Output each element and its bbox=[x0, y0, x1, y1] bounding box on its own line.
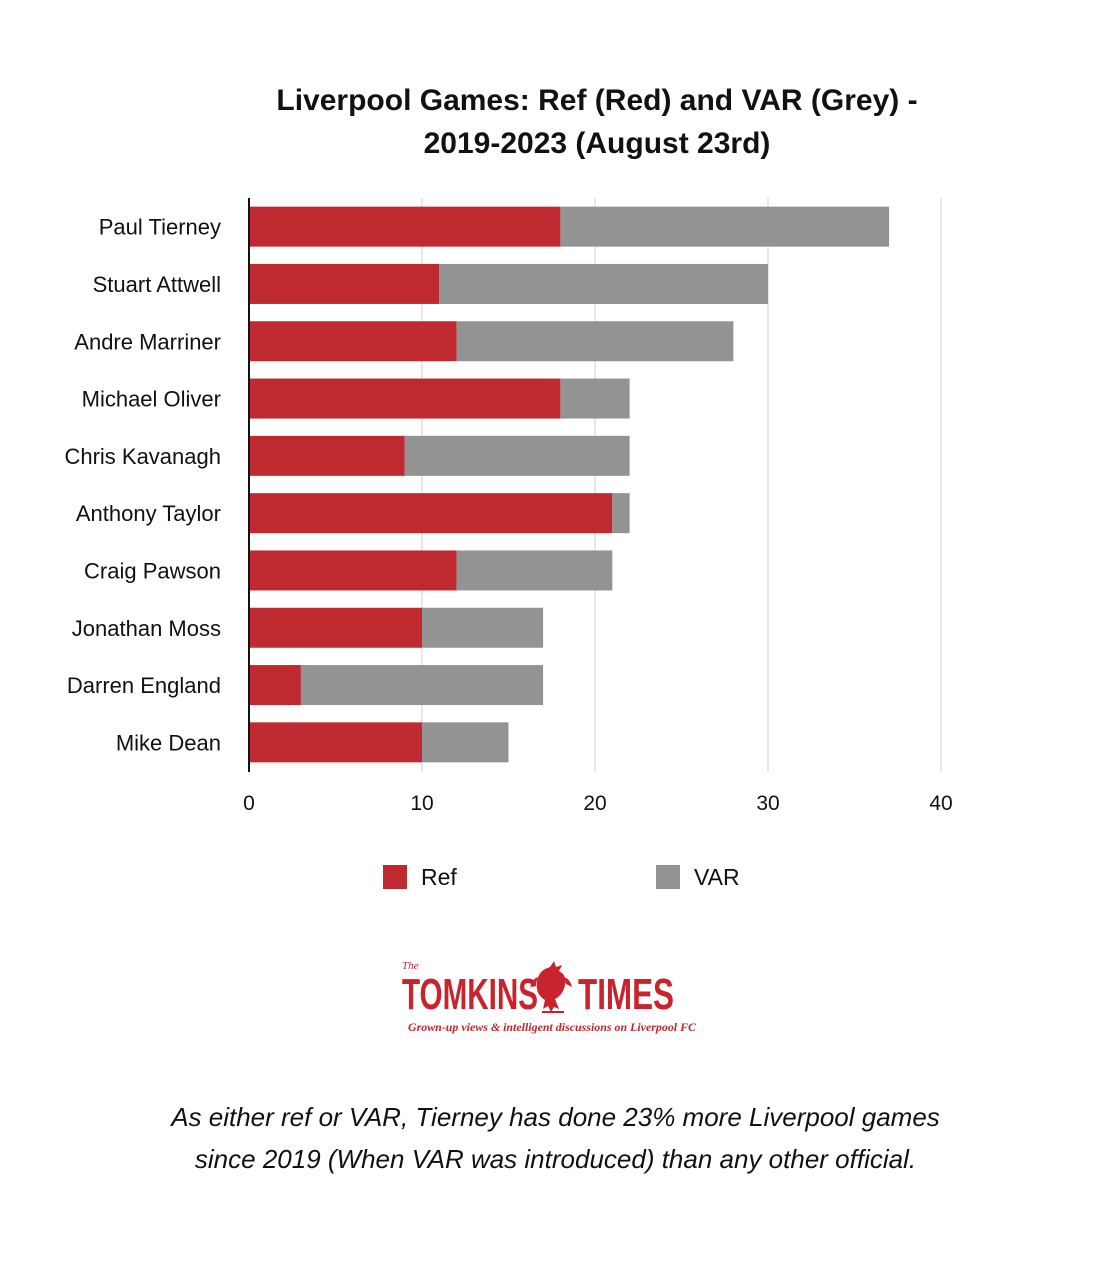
bar-ref bbox=[249, 550, 457, 591]
x-tick-label: 20 bbox=[583, 792, 606, 815]
caption: As either ref or VAR, Tierney has done 2… bbox=[60, 1096, 1051, 1180]
x-tick-labels: 0 10 20 30 40 bbox=[243, 792, 953, 815]
brand-logo: The TOMKINS TIMES Grown-up views & intel… bbox=[402, 960, 696, 1034]
category-label: Jonathan Moss bbox=[72, 616, 221, 641]
bar-var bbox=[456, 321, 734, 362]
category-labels: Paul Tierney Stuart Attwell Andre Marriner… bbox=[64, 215, 221, 756]
category-label: Anthony Taylor bbox=[76, 501, 221, 526]
logo-tagline: Grown-up views & intelligent discussions… bbox=[408, 1022, 696, 1034]
bar-ref bbox=[249, 665, 301, 706]
x-tick-label: 30 bbox=[756, 792, 779, 815]
x-tick-label: 0 bbox=[243, 792, 255, 815]
bar-ref bbox=[249, 263, 440, 304]
category-label: Darren England bbox=[67, 673, 221, 698]
bar-var bbox=[612, 493, 630, 534]
bars bbox=[249, 206, 890, 763]
bar-var bbox=[422, 722, 509, 763]
category-label: Stuart Attwell bbox=[93, 272, 221, 297]
legend-label: VAR bbox=[694, 864, 740, 890]
bar-ref bbox=[249, 435, 405, 476]
bar-var bbox=[560, 378, 630, 419]
bar-ref bbox=[249, 321, 457, 362]
chart-title-line-1: Liverpool Games: Ref (Red) and VAR (Grey… bbox=[276, 84, 917, 117]
bar-ref bbox=[249, 493, 613, 534]
bar-var bbox=[300, 665, 544, 706]
caption-line-2: since 2019 (When VAR was introduced) tha… bbox=[194, 1144, 917, 1174]
bar-ref bbox=[249, 722, 422, 763]
category-label: Michael Oliver bbox=[82, 387, 221, 412]
bar-var bbox=[439, 263, 768, 304]
category-label: Chris Kavanagh bbox=[64, 444, 221, 469]
caption-line-1: As either ref or VAR, Tierney has done 2… bbox=[171, 1102, 940, 1132]
bar-ref bbox=[249, 206, 561, 247]
bar-var bbox=[404, 435, 630, 476]
legend-swatch bbox=[656, 865, 680, 889]
legend-swatch bbox=[383, 865, 407, 889]
category-label: Mike Dean bbox=[116, 730, 221, 755]
liver-bird-icon bbox=[530, 961, 572, 1013]
legend: Ref VAR bbox=[383, 864, 740, 890]
legend-label: Ref bbox=[421, 864, 457, 890]
bar-var bbox=[456, 550, 613, 591]
chart-title-line-2: 2019-2023 (August 23rd) bbox=[424, 127, 771, 160]
category-label: Craig Pawson bbox=[84, 558, 221, 583]
bar-var bbox=[560, 206, 890, 247]
bar-ref bbox=[249, 378, 561, 419]
category-label: Paul Tierney bbox=[99, 215, 221, 240]
logo-name-right: TIMES bbox=[578, 970, 674, 1019]
bar-var bbox=[422, 607, 544, 648]
category-label: Andre Marriner bbox=[74, 329, 221, 354]
bar-ref bbox=[249, 607, 422, 648]
logo-name-left: TOMKINS bbox=[402, 970, 538, 1019]
chart: Liverpool Games: Ref (Red) and VAR (Grey… bbox=[64, 84, 953, 890]
x-tick-label: 10 bbox=[410, 792, 433, 815]
x-tick-label: 40 bbox=[929, 792, 952, 815]
logo-the: The bbox=[402, 960, 419, 972]
